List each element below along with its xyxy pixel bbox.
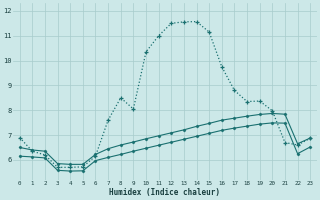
X-axis label: Humidex (Indice chaleur): Humidex (Indice chaleur) [109, 188, 220, 197]
